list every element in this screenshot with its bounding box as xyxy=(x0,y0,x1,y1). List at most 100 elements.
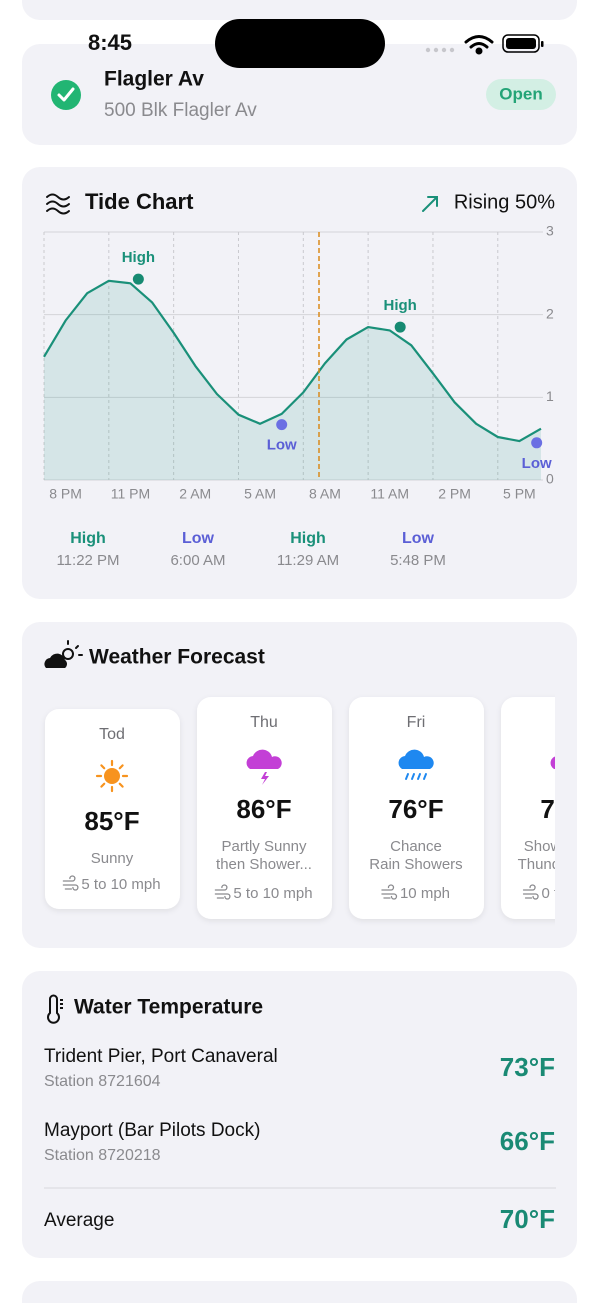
rain-drop xyxy=(417,773,421,780)
description: Rain Showers xyxy=(369,856,462,873)
temp: 74°F xyxy=(540,794,595,824)
card-bg xyxy=(45,709,180,909)
dynamic-island xyxy=(215,19,385,68)
extreme-marker xyxy=(394,321,406,333)
summary-time: 11:22 PM xyxy=(56,552,119,569)
wind-icon xyxy=(62,875,79,891)
wind: 5 to 10 mph xyxy=(81,876,160,893)
trend-arrow xyxy=(422,196,438,212)
average-label: Average xyxy=(44,1210,114,1231)
wind-icon xyxy=(522,884,539,900)
tide-trend: Rising 50% xyxy=(454,191,555,213)
temp: 85°F xyxy=(84,806,139,836)
location-name: Flagler Av xyxy=(104,68,204,91)
sun-ray xyxy=(118,782,124,788)
station-id: Station 8721604 xyxy=(44,1073,161,1090)
extreme-label: Low xyxy=(522,455,552,472)
clock: 8:45 xyxy=(88,30,132,55)
card-partial xyxy=(22,1281,577,1303)
x-tick-label: 5 PM xyxy=(503,486,536,502)
summary-time: 6:00 AM xyxy=(170,552,225,569)
temp: 76°F xyxy=(388,794,443,824)
rain-drop xyxy=(423,773,427,780)
x-tick-label: 8 PM xyxy=(49,486,82,502)
wifi xyxy=(464,35,494,55)
sun-ray xyxy=(118,764,124,770)
station-name: Trident Pier, Port Canaveral xyxy=(44,1046,278,1067)
card-bg xyxy=(501,697,555,919)
check-icon xyxy=(51,80,81,110)
sun-ray xyxy=(100,764,106,770)
location-address: 500 Blk Flagler Av xyxy=(104,100,257,121)
forecast-scroller[interactable]: Tod 85°F Sunny 5 to 10 mph Thu 86°F Partly Sun… xyxy=(45,697,600,919)
wind: 0 to 5 mph xyxy=(542,885,600,902)
weather-icon xyxy=(44,640,83,668)
status-pill xyxy=(486,79,556,110)
day: Thu xyxy=(250,714,278,731)
wind-icon xyxy=(381,884,398,900)
card-partial xyxy=(22,0,577,20)
extreme-marker xyxy=(276,419,288,431)
rain-drop xyxy=(405,773,409,780)
station-name: Mayport (Bar Pilots Dock) xyxy=(44,1120,260,1141)
tide-plot: 0 1 2 3 8 PM 11 PM 2 AM 5 AM 8 AM 11 AM 2 PM 5 PM xyxy=(43,223,554,502)
x-tick-label: 2 PM xyxy=(438,486,471,502)
rain-cloud xyxy=(398,749,434,769)
location-card[interactable] xyxy=(22,44,577,145)
forecast-card: Tod 85°F Sunny 5 to 10 mph xyxy=(45,709,180,909)
wind: 10 mph xyxy=(400,885,450,902)
description: Chance xyxy=(390,838,442,855)
x-tick-label: 2 AM xyxy=(179,486,211,502)
extreme-marker xyxy=(132,273,144,285)
summary-label: Low xyxy=(182,530,215,547)
station-temp: 66°F xyxy=(500,1126,555,1156)
thermometer-icon xyxy=(47,994,63,1024)
average-temp: 70°F xyxy=(500,1204,555,1234)
day: Tod xyxy=(99,726,125,743)
station-temp: 73°F xyxy=(500,1052,555,1082)
battery xyxy=(502,34,544,53)
description: Sunny xyxy=(91,850,134,867)
tide-line xyxy=(43,279,542,443)
weather-title: Weather Forecast xyxy=(89,646,265,669)
description: Showers And xyxy=(524,838,600,855)
storm-cloud xyxy=(246,749,282,769)
extreme-label: High xyxy=(122,249,155,266)
summary-time: 5:48 PM xyxy=(390,552,446,569)
extreme-marker xyxy=(531,437,543,449)
card-bg xyxy=(349,697,484,919)
forecast-card: 74°F Showers AndThunderstorms 0 to 5 mph xyxy=(501,697,600,919)
day: Fri xyxy=(407,714,426,731)
water-card xyxy=(22,971,577,1258)
x-tick-label: 11 PM xyxy=(111,486,150,502)
wind: 5 to 10 mph xyxy=(233,885,312,902)
temp: 86°F xyxy=(236,794,291,824)
y-tick-label: 0 xyxy=(546,471,554,487)
tide-markers: High High 11:22 PM Low Low 6:00 AM High High 11:… xyxy=(56,249,552,569)
description: then Shower... xyxy=(216,856,312,873)
x-tick-label: 5 AM xyxy=(244,486,276,502)
summary-label: High xyxy=(290,530,326,547)
tide-area xyxy=(44,280,541,480)
x-tick-label: 11 AM xyxy=(370,486,409,502)
summary-label: Low xyxy=(402,530,435,547)
rain-drop xyxy=(411,773,415,780)
tide-title: Tide Chart xyxy=(85,189,194,214)
bolt xyxy=(261,772,269,785)
station-id: Station 8720218 xyxy=(44,1147,161,1164)
extreme-label: Low xyxy=(267,437,297,454)
x-tick-label: 8 AM xyxy=(309,486,341,502)
signal xyxy=(425,47,455,53)
storm-cloud xyxy=(550,756,555,769)
check-mark xyxy=(57,87,75,102)
y-tick-label: 3 xyxy=(546,223,554,239)
tide-card xyxy=(22,167,577,599)
y-tick-label: 1 xyxy=(546,388,554,404)
summary-time: 11:29 AM xyxy=(277,552,339,569)
sun-ray xyxy=(100,782,106,788)
extreme-label: High xyxy=(384,297,417,314)
